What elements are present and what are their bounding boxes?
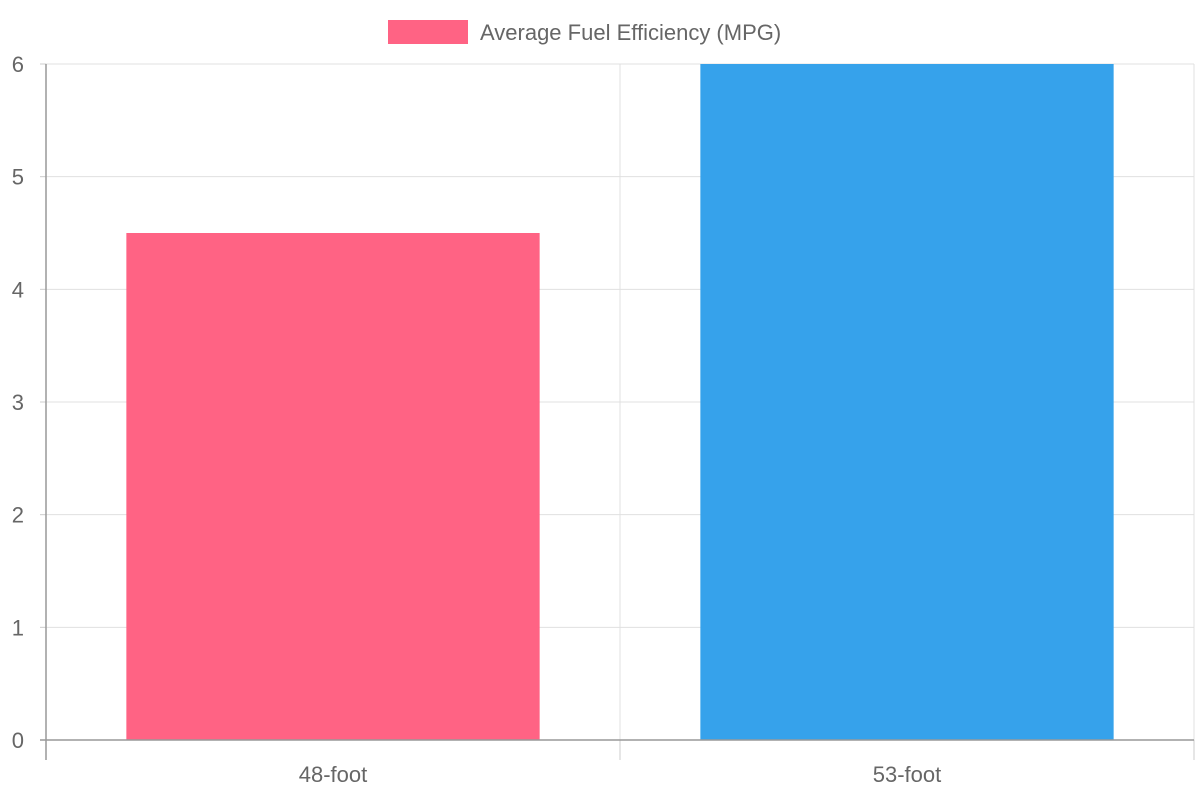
y-tick-label: 6	[12, 52, 24, 77]
y-tick-label: 2	[12, 503, 24, 528]
x-tick-label: 53-foot	[873, 762, 942, 787]
y-tick-label: 4	[12, 277, 24, 302]
x-tick-label: 48-foot	[299, 762, 368, 787]
axes: 0 1 2 3 4 5 6 48-foot 53-foot	[12, 52, 1195, 787]
legend-label[interactable]: Average Fuel Efficiency (MPG)	[480, 20, 781, 45]
legend-swatch[interactable]	[388, 20, 468, 44]
y-tick-label: 3	[12, 390, 24, 415]
bar-48-foot[interactable]	[126, 233, 540, 740]
legend[interactable]: Average Fuel Efficiency (MPG)	[388, 20, 781, 45]
bar-53-foot[interactable]	[700, 64, 1114, 740]
y-tick-label: 1	[12, 615, 24, 640]
bars	[126, 64, 1114, 740]
y-tick-label: 0	[12, 728, 24, 753]
y-tick-label: 5	[12, 165, 24, 190]
